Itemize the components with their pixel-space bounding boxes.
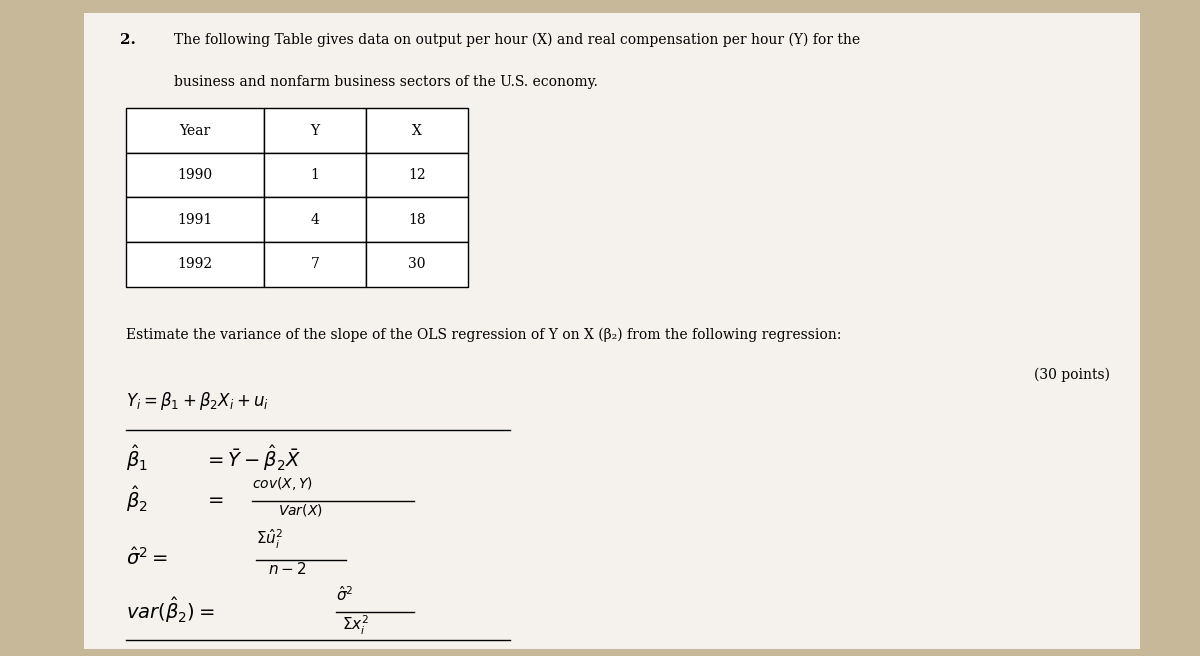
- FancyBboxPatch shape: [84, 13, 1140, 649]
- Text: 1: 1: [311, 168, 319, 182]
- Text: $Var(X)$: $Var(X)$: [278, 502, 323, 518]
- Text: 1992: 1992: [178, 257, 212, 272]
- Bar: [366, 197, 468, 242]
- Bar: [264, 242, 366, 287]
- Text: $\hat{\sigma}^2$: $\hat{\sigma}^2$: [336, 584, 354, 604]
- Bar: [126, 197, 264, 242]
- Text: $\hat{\sigma}^2 =$: $\hat{\sigma}^2 =$: [126, 546, 168, 569]
- Bar: [126, 153, 264, 197]
- Bar: [264, 153, 366, 197]
- Text: Year: Year: [179, 123, 211, 138]
- Text: Estimate the variance of the slope of the OLS regression of Y on X (β₂) from the: Estimate the variance of the slope of th…: [126, 328, 841, 342]
- Text: business and nonfarm business sectors of the U.S. economy.: business and nonfarm business sectors of…: [174, 75, 598, 89]
- Text: 4: 4: [311, 213, 319, 227]
- Text: $\hat{\beta}_1$: $\hat{\beta}_1$: [126, 443, 148, 473]
- Text: $var(\hat{\beta}_2) =$: $var(\hat{\beta}_2) =$: [126, 595, 215, 625]
- Bar: [366, 108, 468, 153]
- Text: $\Sigma x_i^2$: $\Sigma x_i^2$: [342, 613, 370, 636]
- Bar: [126, 108, 264, 153]
- Text: 1991: 1991: [178, 213, 212, 227]
- Bar: [126, 242, 264, 287]
- Text: 30: 30: [408, 257, 426, 272]
- Text: $= \bar{Y} - \hat{\beta}_2\bar{X}$: $= \bar{Y} - \hat{\beta}_2\bar{X}$: [204, 443, 301, 473]
- Text: X: X: [412, 123, 422, 138]
- Text: $cov(X,Y)$: $cov(X,Y)$: [252, 475, 313, 492]
- Text: 18: 18: [408, 213, 426, 227]
- Bar: [264, 108, 366, 153]
- Text: $\hat{\beta}_2$: $\hat{\beta}_2$: [126, 483, 148, 514]
- Bar: [366, 242, 468, 287]
- Text: $Y_i = \beta_1 + \beta_2 X_i + u_i$: $Y_i = \beta_1 + \beta_2 X_i + u_i$: [126, 390, 269, 413]
- Text: $\Sigma\hat{u}_i^2$: $\Sigma\hat{u}_i^2$: [256, 527, 283, 551]
- Bar: [264, 197, 366, 242]
- Text: $=$: $=$: [204, 489, 224, 508]
- Text: The following Table gives data on output per hour (X) and real compensation per : The following Table gives data on output…: [174, 33, 860, 47]
- Text: 7: 7: [311, 257, 319, 272]
- Text: Y: Y: [311, 123, 319, 138]
- Text: (30 points): (30 points): [1034, 367, 1110, 382]
- Text: 1990: 1990: [178, 168, 212, 182]
- Text: 2.: 2.: [120, 33, 136, 47]
- Bar: [366, 153, 468, 197]
- Text: $n-2$: $n-2$: [268, 561, 306, 577]
- Text: 12: 12: [408, 168, 426, 182]
